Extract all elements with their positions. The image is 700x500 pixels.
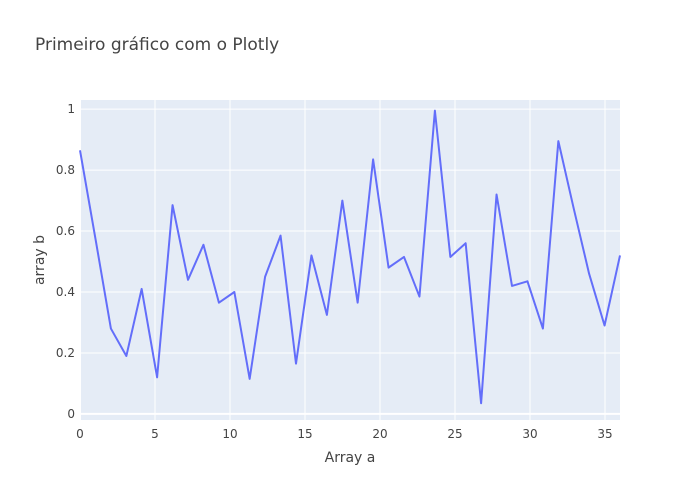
y-axis-label: array b: [32, 235, 48, 285]
data-point[interactable]: [463, 240, 469, 246]
x-tick-label: 10: [222, 427, 237, 441]
data-point[interactable]: [123, 353, 129, 359]
data-point[interactable]: [370, 156, 376, 162]
y-tick-label: 0.2: [56, 346, 75, 360]
series-line: [79, 109, 621, 405]
data-point[interactable]: [308, 252, 314, 258]
data-point[interactable]: [247, 376, 253, 382]
plot-area: [80, 100, 620, 420]
data-point[interactable]: [524, 278, 530, 284]
data-point[interactable]: [355, 300, 361, 306]
data-point[interactable]: [154, 374, 160, 380]
x-tick-label: 35: [597, 427, 612, 441]
y-tick-label: 0.8: [56, 163, 75, 177]
x-gridlines: [79, 100, 606, 420]
data-point[interactable]: [540, 326, 546, 332]
data-point[interactable]: [200, 242, 206, 248]
y-tick-label: 0: [67, 407, 75, 421]
data-point[interactable]: [216, 300, 222, 306]
y-tick-label: 0.6: [56, 224, 75, 238]
x-tick-label: 0: [76, 427, 84, 441]
x-tick-label: 20: [372, 427, 387, 441]
x-tick-label: 30: [522, 427, 537, 441]
data-point[interactable]: [571, 205, 577, 211]
y-tick-label: 1: [67, 102, 75, 116]
data-point[interactable]: [108, 326, 114, 332]
x-tick-label: 25: [447, 427, 462, 441]
data-point[interactable]: [617, 252, 623, 258]
data-point[interactable]: [339, 198, 345, 204]
data-point[interactable]: [170, 202, 176, 208]
data-point[interactable]: [262, 274, 268, 280]
data-point[interactable]: [231, 289, 237, 295]
chart-title: Primeiro gráfico com o Plotly: [35, 35, 279, 55]
data-point[interactable]: [509, 283, 515, 289]
data-point[interactable]: [386, 265, 392, 271]
x-tick-labels: 0 5 10 15 20 25 30 35: [76, 427, 612, 441]
data-point[interactable]: [139, 286, 145, 292]
y-tick-label: 0.4: [56, 285, 75, 299]
data-point[interactable]: [555, 138, 561, 144]
x-axis-label: Array a: [325, 450, 376, 466]
data-point[interactable]: [278, 233, 284, 239]
data-point[interactable]: [401, 254, 407, 260]
data-point[interactable]: [77, 147, 83, 153]
data-point[interactable]: [478, 400, 484, 406]
data-point[interactable]: [185, 277, 191, 283]
data-point[interactable]: [586, 271, 592, 277]
x-tick-label: 5: [151, 427, 159, 441]
data-point[interactable]: [602, 323, 608, 329]
data-point[interactable]: [494, 191, 500, 197]
data-point[interactable]: [447, 254, 453, 260]
x-tick-label: 15: [297, 427, 312, 441]
data-point[interactable]: [416, 294, 422, 300]
data-point[interactable]: [92, 236, 98, 242]
y-tick-labels: 0 0.2 0.4 0.6 0.8 1: [56, 102, 75, 421]
data-point[interactable]: [432, 108, 438, 114]
data-point[interactable]: [324, 312, 330, 318]
series-layer: [77, 108, 623, 406]
data-point[interactable]: [293, 361, 299, 367]
